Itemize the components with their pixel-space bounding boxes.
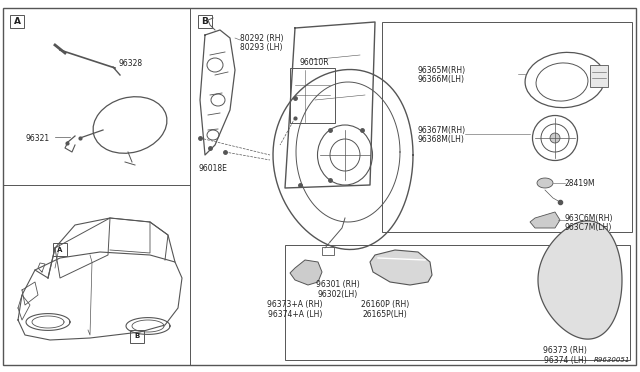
Bar [590,65,608,87]
Text: 96374+A (LH): 96374+A (LH) [268,311,322,320]
Polygon shape [537,178,553,188]
Text: 96373 (RH): 96373 (RH) [543,346,587,355]
Text: B: B [134,334,140,340]
Text: 96373+A (RH): 96373+A (RH) [268,301,323,310]
Text: 26160P (RH): 26160P (RH) [361,301,409,310]
Text: R9630051: R9630051 [594,357,630,363]
Text: 96018E: 96018E [198,164,227,173]
Bar [10,15,24,28]
Text: 26165P(LH): 26165P(LH) [363,311,408,320]
Text: 963C6M(RH): 963C6M(RH) [565,214,614,222]
Polygon shape [538,221,622,339]
Ellipse shape [550,133,560,143]
Bar [290,68,335,123]
Text: 96302(LH): 96302(LH) [318,291,358,299]
Text: 96368M(LH): 96368M(LH) [418,135,465,144]
Text: 96374 (LH): 96374 (LH) [543,356,586,365]
Text: 96367M(RH): 96367M(RH) [418,125,466,135]
Text: 96010R: 96010R [300,58,330,67]
Text: 96366M(LH): 96366M(LH) [418,74,465,83]
Text: 80293 (LH): 80293 (LH) [240,42,282,51]
Text: 96301 (RH): 96301 (RH) [316,280,360,289]
Bar [382,22,632,232]
Bar [322,247,334,255]
Text: 28419M: 28419M [565,179,596,187]
Text: 80292 (RH): 80292 (RH) [240,33,284,42]
Text: A: A [58,247,63,253]
Text: A: A [13,17,20,26]
Polygon shape [370,250,432,285]
Bar [198,15,212,28]
Polygon shape [530,212,560,228]
Text: B: B [202,17,209,26]
Bar [285,245,630,360]
Text: 963C7M(LH): 963C7M(LH) [565,222,612,231]
Bar [130,330,144,343]
Text: 96321: 96321 [25,134,49,142]
Text: 96328: 96328 [118,58,142,67]
Bar [53,243,67,256]
Polygon shape [290,260,322,285]
Text: 96365M(RH): 96365M(RH) [418,65,466,74]
